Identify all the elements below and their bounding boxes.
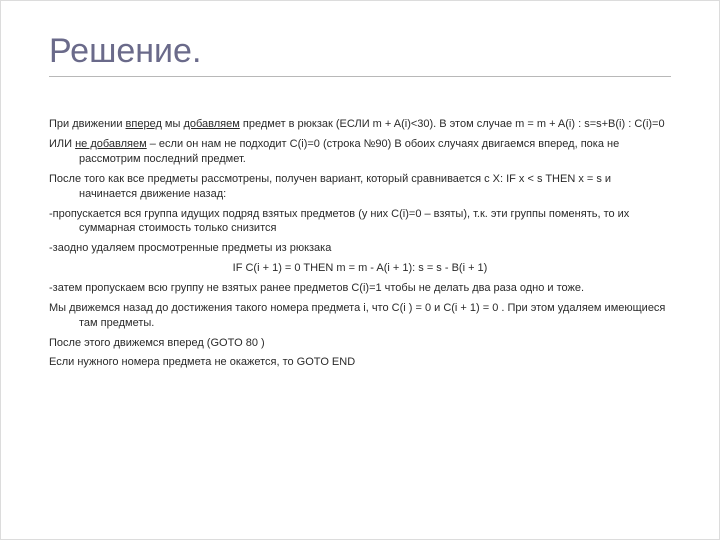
body-line-4: -пропускается вся группа идущих подряд в… xyxy=(49,207,671,237)
slide-body: При движении вперед мы добавляем предмет… xyxy=(49,77,671,370)
text: При движении xyxy=(49,118,126,130)
underline-add: добавляем xyxy=(183,118,239,130)
text: – если он нам не подходит C(i)=0 (строка… xyxy=(79,138,619,165)
slide: Решение. При движении вперед мы добавляе… xyxy=(0,0,720,540)
text: предмет в рюкзак (ЕСЛИ m + A(i)<30). В э… xyxy=(240,118,665,130)
body-line-8: Мы движемся назад до достижения такого н… xyxy=(49,301,671,331)
underline-forward: вперед xyxy=(126,118,162,130)
text: ИЛИ xyxy=(49,138,75,150)
underline-not-add: не добавляем xyxy=(75,138,147,150)
body-line-1: При движении вперед мы добавляем предмет… xyxy=(49,117,671,132)
body-line-3: После того как все предметы рассмотрены,… xyxy=(49,172,671,202)
text: мы xyxy=(162,118,184,130)
body-line-10: Если нужного номера предмета не окажется… xyxy=(49,355,671,370)
body-line-7: -затем пропускаем всю группу не взятых р… xyxy=(49,281,671,296)
title-area: Решение. xyxy=(49,21,671,77)
slide-title: Решение. xyxy=(49,33,671,70)
body-line-2: ИЛИ не добавляем – если он нам не подход… xyxy=(49,137,671,167)
body-line-6: IF C(i + 1) = 0 THEN m = m - A(i + 1): s… xyxy=(49,261,671,276)
body-line-5: -заодно удаляем просмотренные предметы и… xyxy=(49,241,671,256)
body-line-9: После этого движемся вперед (GOTO 80 ) xyxy=(49,336,671,351)
